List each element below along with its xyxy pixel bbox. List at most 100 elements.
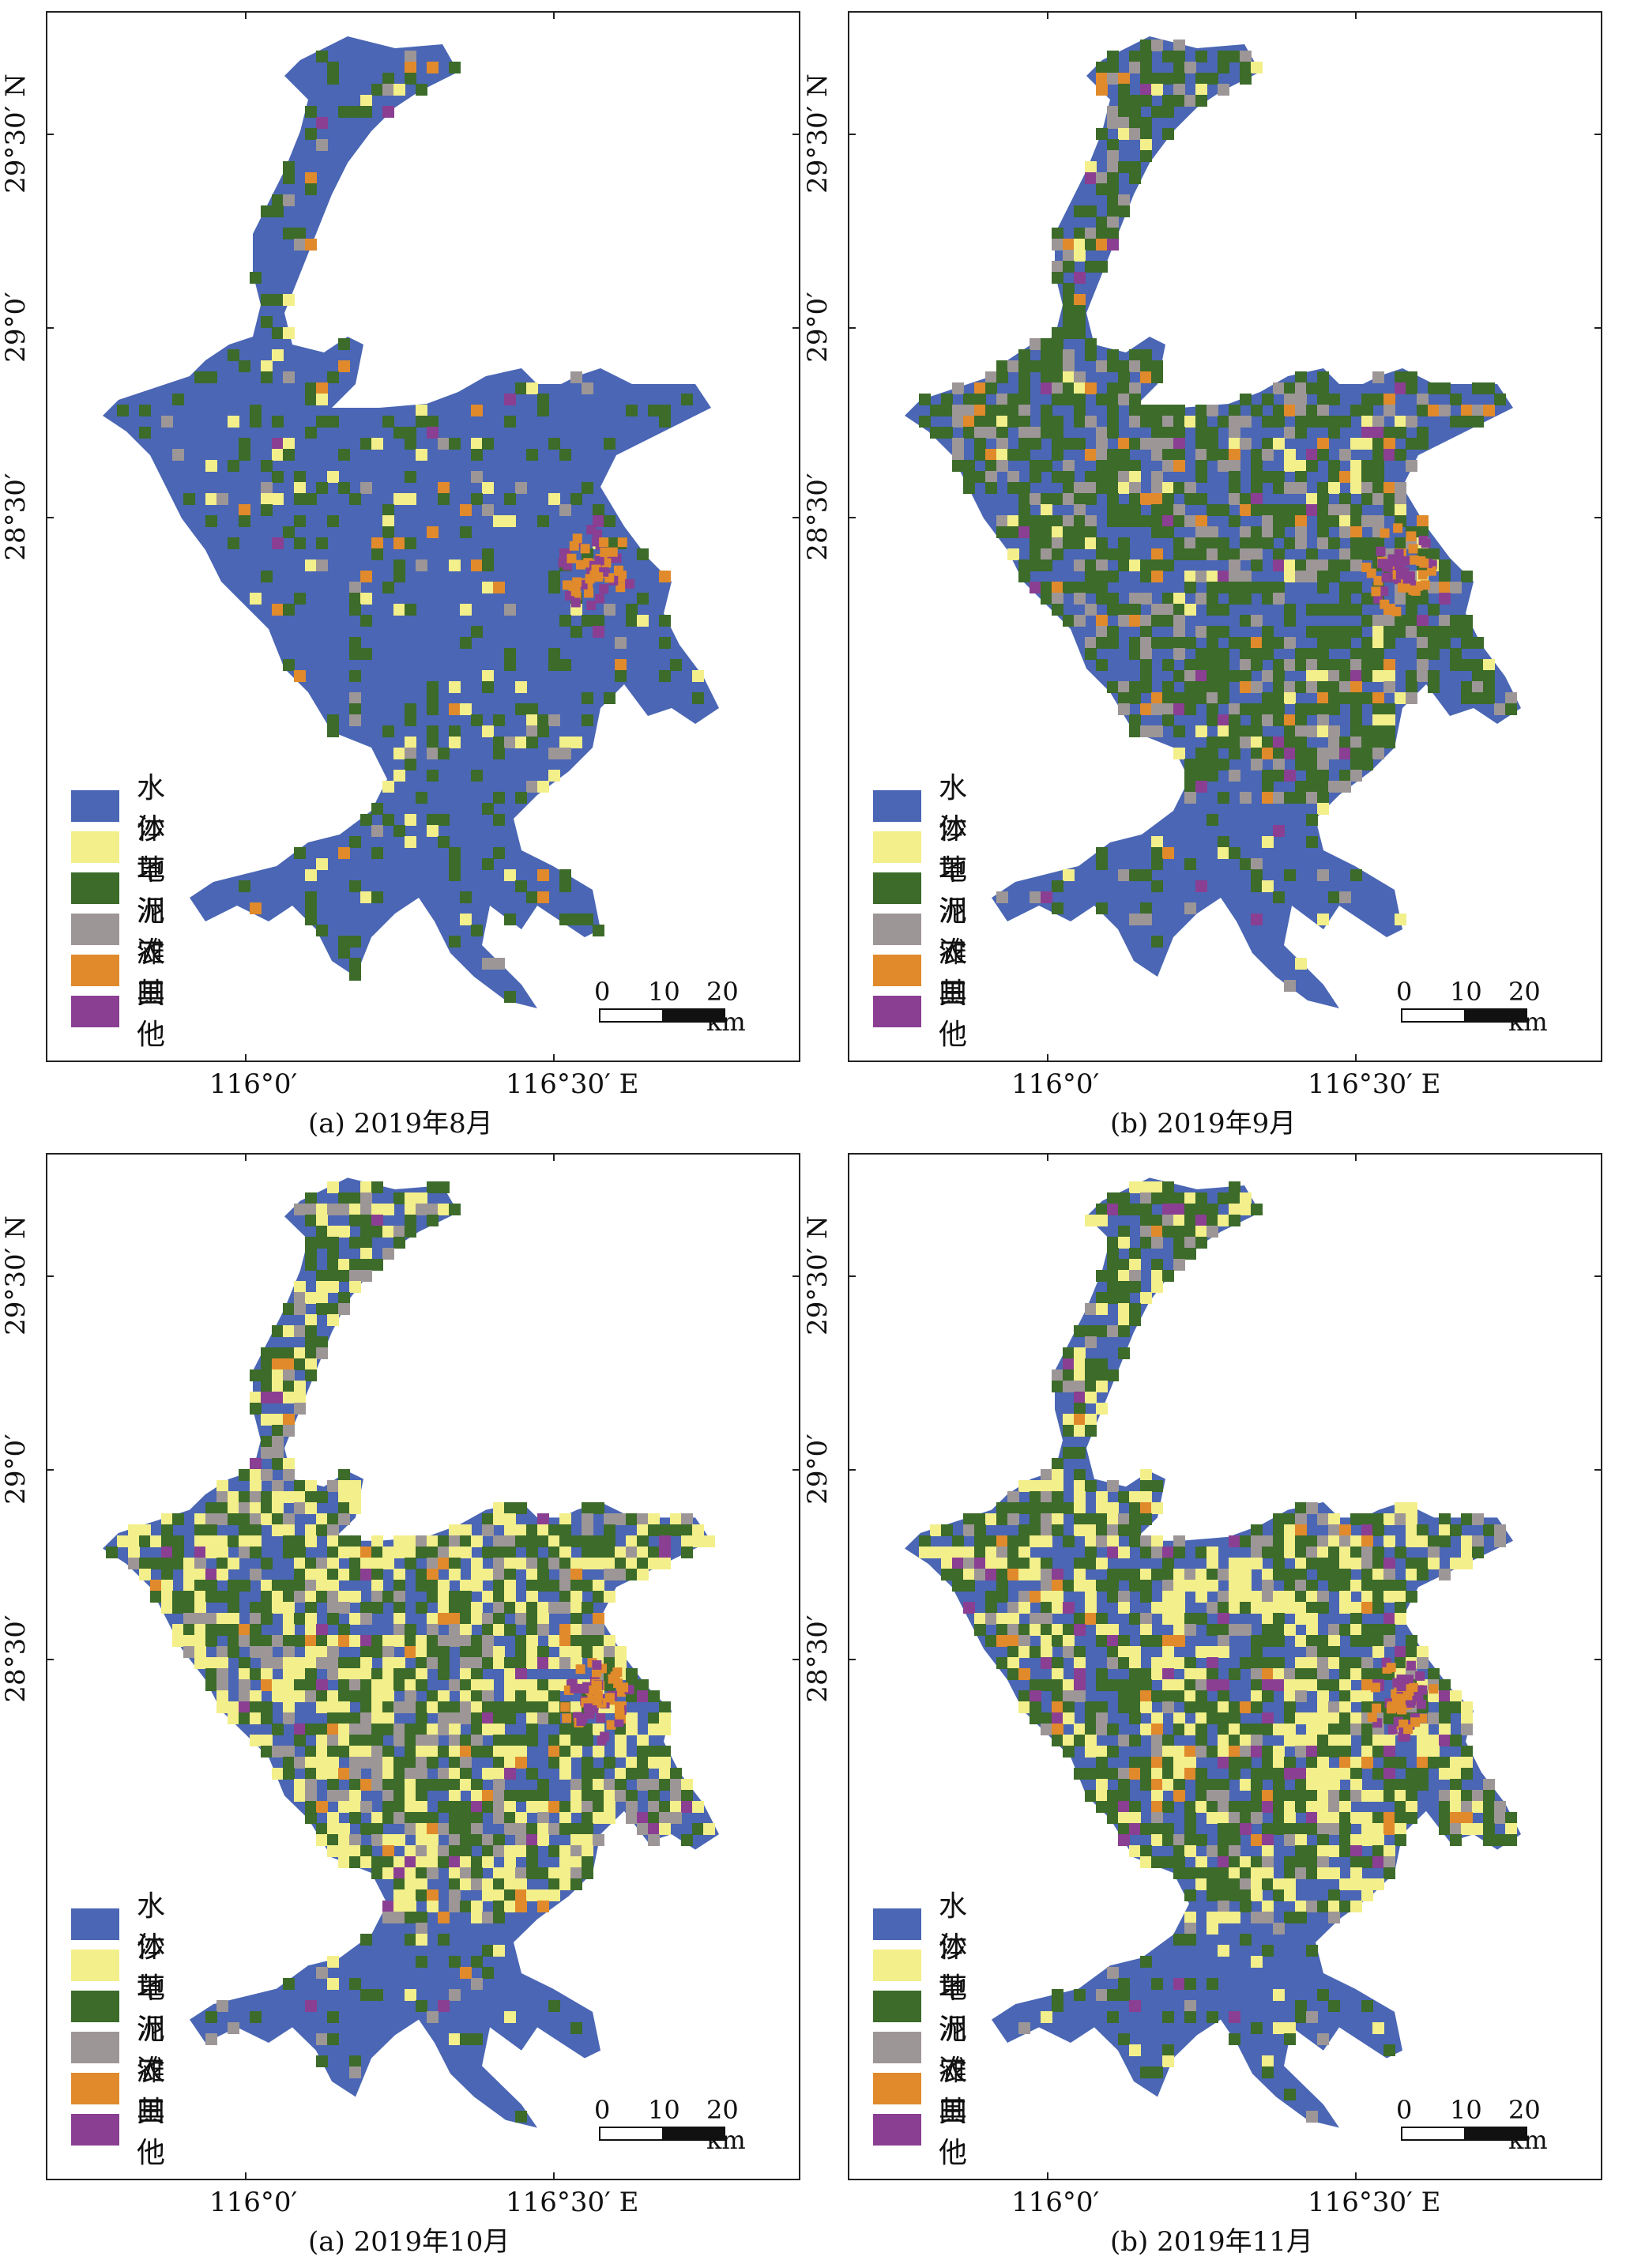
land-cover-cell bbox=[438, 836, 450, 848]
land-cover-cell bbox=[1018, 1558, 1030, 1569]
land-cover-cell bbox=[1207, 814, 1218, 826]
land-cover-cell bbox=[1007, 1613, 1019, 1625]
land-cover-cell bbox=[1395, 626, 1406, 638]
land-cover-cell bbox=[1052, 582, 1063, 593]
farmland-cell bbox=[608, 547, 618, 557]
land-cover-cell bbox=[1195, 1834, 1207, 1846]
land-cover-cell bbox=[559, 1569, 571, 1580]
legend-label: 农田 bbox=[137, 2055, 166, 2128]
land-cover-cell bbox=[1184, 1834, 1196, 1846]
land-cover-cell bbox=[1406, 371, 1417, 383]
land-cover-cell bbox=[1162, 1558, 1174, 1569]
land-cover-cell bbox=[1140, 360, 1152, 372]
land-cover-cell bbox=[1461, 571, 1473, 582]
land-cover-cell bbox=[1450, 1790, 1462, 1802]
land-cover-cell bbox=[1218, 648, 1229, 660]
land-cover-cell bbox=[493, 1912, 505, 1923]
land-cover-cell bbox=[1328, 537, 1340, 549]
land-cover-cell bbox=[405, 1912, 416, 1923]
land-cover-cell bbox=[1339, 681, 1351, 693]
land-cover-cell bbox=[393, 1226, 405, 1238]
map-frame bbox=[46, 1153, 800, 2180]
land-cover-cell bbox=[615, 659, 627, 671]
land-cover-cell bbox=[360, 95, 372, 107]
land-cover-cell bbox=[1395, 371, 1406, 383]
axis-tick bbox=[848, 327, 856, 329]
land-cover-cell bbox=[416, 1812, 427, 1824]
land-cover-cell bbox=[504, 914, 516, 925]
land-cover-cell bbox=[1162, 1635, 1174, 1647]
land-cover-cell bbox=[1295, 659, 1307, 671]
land-cover-cell bbox=[1339, 582, 1351, 593]
land-cover-cell bbox=[1229, 703, 1240, 715]
land-cover-cell bbox=[393, 748, 405, 759]
land-cover-cell bbox=[405, 836, 416, 848]
latitude-label: 29°0′ bbox=[802, 292, 834, 363]
land-cover-cell bbox=[427, 1580, 439, 1592]
land-cover-cell bbox=[1184, 62, 1196, 73]
land-cover-cell bbox=[1483, 659, 1495, 671]
land-cover-cell bbox=[1328, 1845, 1340, 1857]
land-cover-cell bbox=[1339, 604, 1351, 616]
land-cover-cell bbox=[250, 1690, 262, 1702]
land-cover-cell bbox=[1350, 1602, 1362, 1614]
land-cover-cell bbox=[438, 1779, 450, 1791]
land-cover-cell bbox=[985, 1591, 997, 1603]
land-cover-cell bbox=[416, 1679, 427, 1691]
land-cover-cell bbox=[1306, 1845, 1318, 1857]
land-cover-cell bbox=[371, 1712, 383, 1724]
land-cover-cell bbox=[1184, 1889, 1196, 1901]
land-cover-cell bbox=[1007, 449, 1019, 461]
land-cover-cell bbox=[504, 1746, 516, 1758]
land-cover-cell bbox=[1295, 1746, 1307, 1758]
land-cover-cell bbox=[438, 1602, 450, 1614]
land-cover-cell bbox=[1162, 1602, 1174, 1614]
land-cover-cell bbox=[504, 604, 516, 616]
land-cover-cell bbox=[1472, 405, 1484, 416]
land-cover-layer bbox=[905, 1177, 1521, 2128]
land-cover-cell bbox=[1439, 1823, 1451, 1835]
land-cover-cell bbox=[1317, 1646, 1329, 1658]
land-cover-cell bbox=[1107, 1535, 1119, 1547]
land-cover-cell bbox=[1140, 571, 1152, 582]
land-cover-cell bbox=[526, 725, 538, 737]
land-cover-cell bbox=[1085, 449, 1097, 461]
land-cover-cell bbox=[261, 360, 273, 372]
land-cover-cell bbox=[283, 526, 295, 538]
land-cover-cell bbox=[482, 1845, 494, 1857]
land-cover-cell bbox=[974, 1535, 986, 1547]
land-cover-cell bbox=[963, 405, 975, 416]
land-cover-cell bbox=[393, 1724, 405, 1735]
land-cover-cell bbox=[283, 1458, 295, 1470]
farmland-cell bbox=[575, 1664, 585, 1675]
land-cover-cell bbox=[1063, 869, 1075, 881]
land-cover-cell bbox=[1251, 1724, 1263, 1735]
land-cover-cell bbox=[1140, 902, 1152, 914]
land-cover-cell bbox=[648, 1547, 660, 1558]
land-cover-cell bbox=[1207, 537, 1218, 549]
land-cover-cell bbox=[1118, 1812, 1130, 1824]
land-cover-cell bbox=[1129, 493, 1141, 505]
land-cover-cell bbox=[1140, 493, 1152, 505]
land-cover-cell bbox=[1085, 1336, 1097, 1348]
land-cover-cell bbox=[1162, 2055, 1174, 2067]
land-cover-cell bbox=[1461, 1724, 1473, 1735]
land-cover-cell bbox=[1251, 1912, 1263, 1923]
land-cover-cell bbox=[1162, 1856, 1174, 1868]
land-cover-cell bbox=[1262, 770, 1274, 782]
land-cover-cell bbox=[416, 1535, 427, 1547]
land-cover-cell bbox=[1262, 792, 1274, 804]
land-cover-cell bbox=[648, 405, 660, 416]
land-cover-cell bbox=[1129, 1712, 1141, 1724]
farmland-cell bbox=[596, 1712, 606, 1723]
land-cover-cell bbox=[1306, 1812, 1318, 1824]
land-cover-cell bbox=[1262, 416, 1274, 428]
land-cover-cell bbox=[1428, 681, 1440, 693]
land-cover-cell bbox=[360, 1690, 372, 1702]
land-cover-cell bbox=[1129, 714, 1141, 726]
land-cover-cell bbox=[1229, 571, 1240, 582]
land-cover-cell bbox=[1262, 1535, 1274, 1547]
land-cover-cell bbox=[1284, 1679, 1296, 1691]
land-cover-cell bbox=[1195, 51, 1207, 62]
land-cover-cell bbox=[1417, 1757, 1429, 1769]
